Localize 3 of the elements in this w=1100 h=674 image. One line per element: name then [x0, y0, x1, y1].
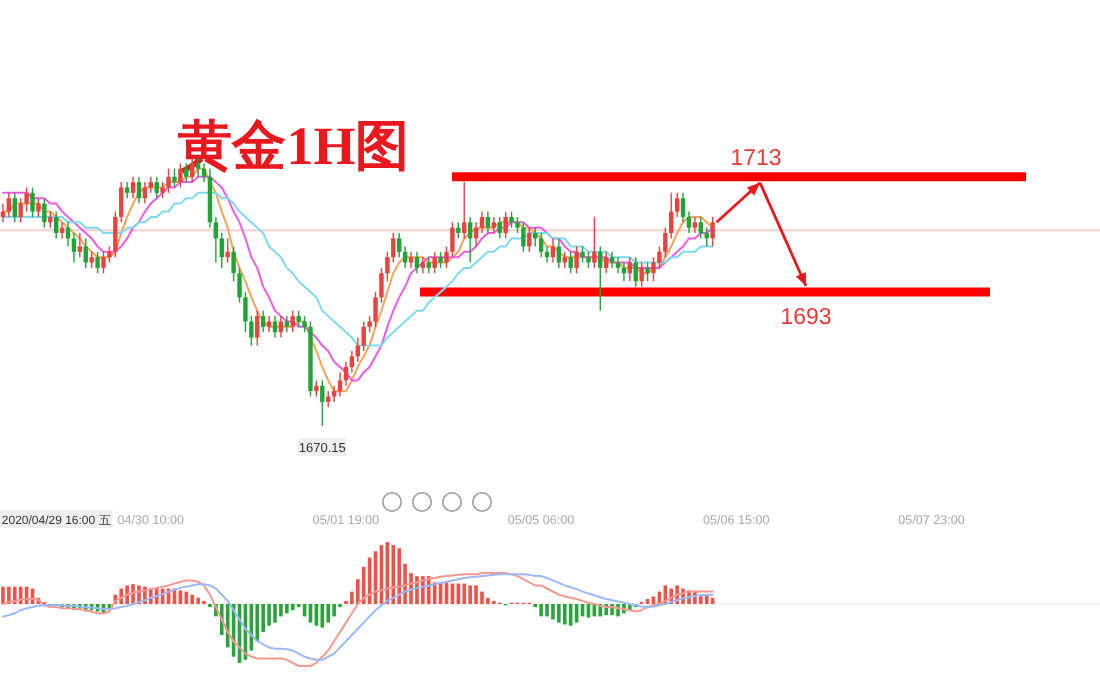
chart-title: 黄金1H图	[176, 116, 410, 176]
annotation: 1693	[780, 306, 832, 330]
annotation: 1713	[730, 146, 782, 171]
